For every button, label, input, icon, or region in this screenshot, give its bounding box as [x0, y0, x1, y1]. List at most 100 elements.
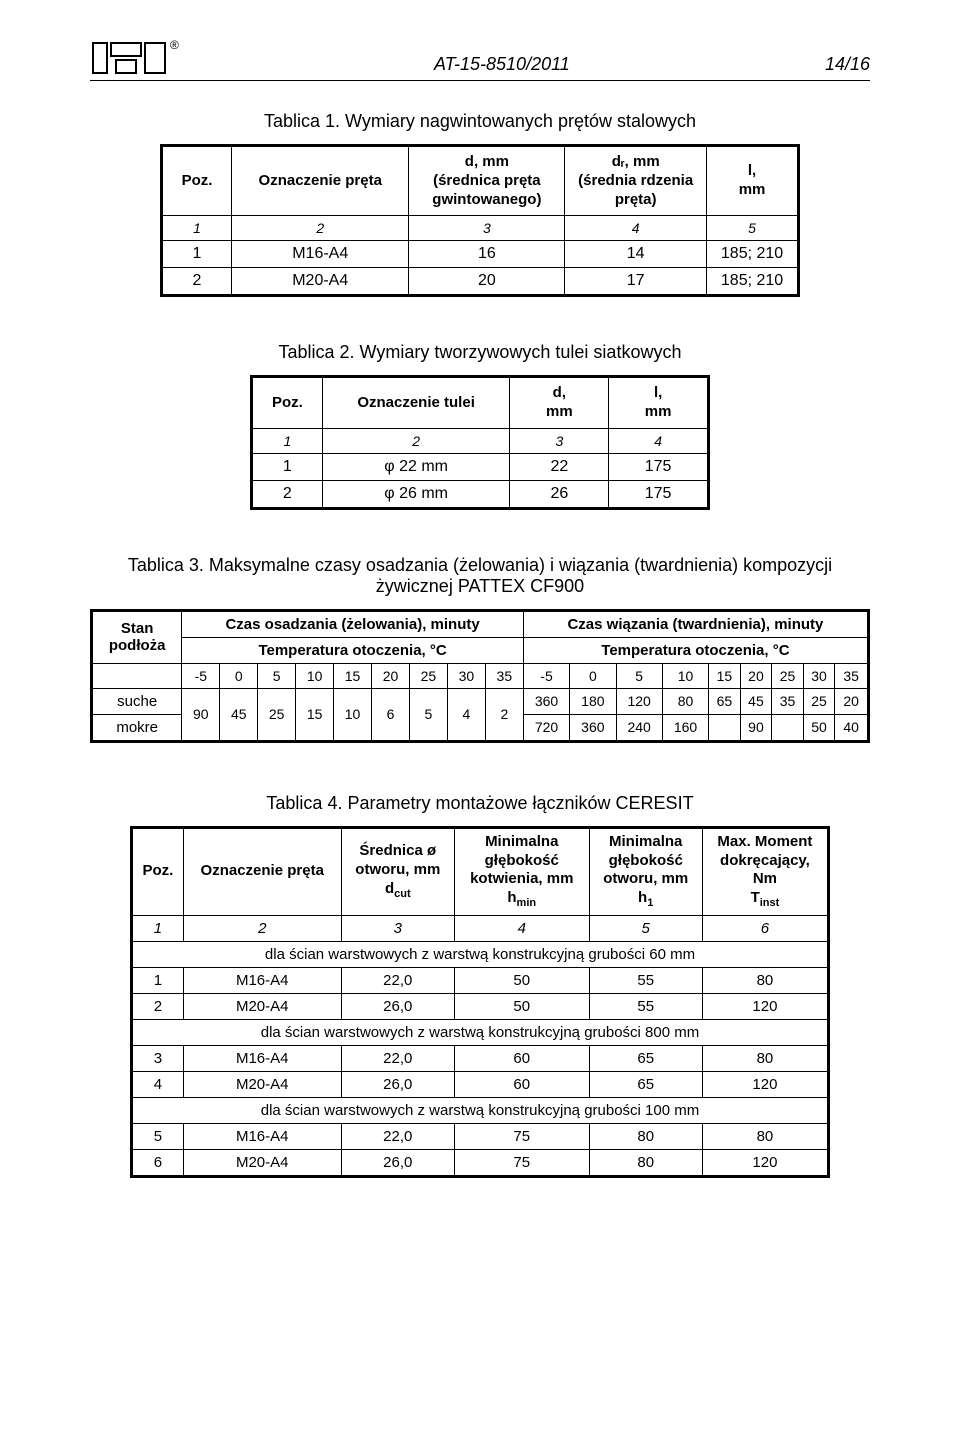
- lbl: h: [507, 889, 516, 906]
- t1-idx: 3: [409, 216, 565, 241]
- cell: 175: [609, 480, 709, 508]
- t3-temp-left: Temperatura otoczenia, °C: [182, 637, 524, 663]
- lbl: kotwienia, mm: [470, 870, 573, 887]
- lbl: otworu, mm: [603, 870, 688, 887]
- cell: 720: [523, 714, 569, 741]
- t2-idx: 4: [609, 428, 709, 453]
- cell: M16-A4: [183, 1123, 341, 1149]
- t1-c3-l1: d, mm: [465, 153, 509, 170]
- cell: 1: [132, 915, 184, 941]
- cell: 2: [183, 915, 341, 941]
- lbl: głębokość: [485, 852, 559, 869]
- t2-idx: 3: [510, 428, 609, 453]
- table-row: 2 M20-A4 26,0 50 55 120: [132, 993, 829, 1019]
- cell: 65: [709, 688, 741, 714]
- cell: 25: [409, 663, 447, 688]
- cell: 40: [835, 714, 869, 741]
- cell: 14: [565, 241, 707, 268]
- lbl-sub: min: [517, 897, 537, 909]
- lbl-sub: inst: [760, 897, 780, 909]
- cell: 15: [296, 688, 334, 741]
- cell: 5: [409, 688, 447, 741]
- t3-cap-l2: żywicznej PATTEX CF900: [376, 576, 584, 596]
- cell: 10: [334, 688, 372, 741]
- lbl: dokręcający,: [720, 852, 810, 869]
- t3-suche-label: suche: [92, 688, 182, 714]
- cell: 80: [702, 967, 828, 993]
- cell: 2: [252, 480, 323, 508]
- cell: 5: [616, 663, 662, 688]
- registered-mark: ®: [170, 38, 179, 52]
- cell: 5: [132, 1123, 184, 1149]
- cell: 240: [616, 714, 662, 741]
- t2-index-row: 1 2 3 4: [252, 428, 709, 453]
- document-number: AT-15-8510/2011: [179, 40, 825, 75]
- t3-cap-l1: Tablica 3. Maksymalne czasy osadzania (ż…: [128, 555, 832, 575]
- cell: 22,0: [341, 1045, 454, 1071]
- cell: [92, 663, 182, 688]
- cell: 6: [702, 915, 828, 941]
- span-cell: dla ścian warstwowych z warstwą konstruk…: [132, 1097, 829, 1123]
- cell: 5: [589, 915, 702, 941]
- cell: 25: [772, 663, 804, 688]
- cell: 30: [803, 663, 835, 688]
- t3-stan-l1: Stan: [121, 620, 154, 637]
- t1-idx: 4: [565, 216, 707, 241]
- cell: 55: [589, 993, 702, 1019]
- cell: 65: [589, 1045, 702, 1071]
- lbl: głębokość: [609, 852, 683, 869]
- table-row: 1 M16-A4 22,0 50 55 80: [132, 967, 829, 993]
- cell: 2: [162, 268, 232, 296]
- t2-c4-l2: mm: [645, 403, 672, 420]
- t3-suche-row: suche 90 45 25 15 10 6 5 4 2 360 180 120…: [92, 688, 869, 714]
- cell: 80: [662, 688, 708, 714]
- cell: 17: [565, 268, 707, 296]
- cell: 80: [589, 1123, 702, 1149]
- t1-idx: 2: [231, 216, 409, 241]
- t2-col-poz: Poz.: [252, 377, 323, 429]
- table-row: 4 M20-A4 26,0 60 65 120: [132, 1071, 829, 1097]
- cell: 90: [182, 688, 220, 741]
- t1-col-d: d, mm (średnica pręta gwintowanego): [409, 146, 565, 216]
- t4-col-tinst: Max. Moment dokręcający, Nm Tinst: [702, 827, 828, 915]
- cell: 26,0: [341, 993, 454, 1019]
- cell: 1: [252, 453, 323, 480]
- cell: -5: [523, 663, 569, 688]
- cell: 90: [740, 714, 772, 741]
- table1-caption: Tablica 1. Wymiary nagwintowanych prętów…: [90, 111, 870, 132]
- cell: 6: [372, 688, 410, 741]
- cell: 26: [510, 480, 609, 508]
- cell: 65: [589, 1071, 702, 1097]
- table-row: 2 M20-A4 20 17 185; 210: [162, 268, 799, 296]
- cell: 20: [740, 663, 772, 688]
- t1-index-row: 1 2 3 4 5: [162, 216, 799, 241]
- cell: φ 26 mm: [322, 480, 510, 508]
- lbl-sub: 1: [647, 897, 653, 909]
- table2-caption: Tablica 2. Wymiary tworzywowych tulei si…: [90, 342, 870, 363]
- t2-idx: 2: [322, 428, 510, 453]
- cell: 360: [570, 714, 616, 741]
- page-number: 14/16: [825, 40, 870, 75]
- t1-col-dr: dᵣ, mm (średnia rdzenia pręta): [565, 146, 707, 216]
- cell: 25: [803, 688, 835, 714]
- cell: 120: [702, 1071, 828, 1097]
- cell: 2: [132, 993, 184, 1019]
- t4-col-hmin: Minimalna głębokość kotwienia, mm hmin: [454, 827, 589, 915]
- cell: 360: [523, 688, 569, 714]
- cell: 60: [454, 1045, 589, 1071]
- t1-idx: 5: [707, 216, 799, 241]
- cell: 75: [454, 1149, 589, 1176]
- cell: M20-A4: [183, 993, 341, 1019]
- cell: 120: [702, 1149, 828, 1176]
- cell: 16: [409, 241, 565, 268]
- cell: 3: [132, 1045, 184, 1071]
- cell: φ 22 mm: [322, 453, 510, 480]
- table2: Poz. Oznaczenie tulei d, mm l, mm 1 2 3 …: [250, 375, 710, 510]
- t2-c4-l1: l,: [654, 384, 662, 401]
- lbl: h: [638, 889, 647, 906]
- t4-col-dcut: Średnica ø otworu, mm dcut: [341, 827, 454, 915]
- cell: M20-A4: [183, 1149, 341, 1176]
- table-row: 1 M16-A4 16 14 185; 210: [162, 241, 799, 268]
- span-cell: dla ścian warstwowych z warstwą konstruk…: [132, 941, 829, 967]
- cell: 120: [702, 993, 828, 1019]
